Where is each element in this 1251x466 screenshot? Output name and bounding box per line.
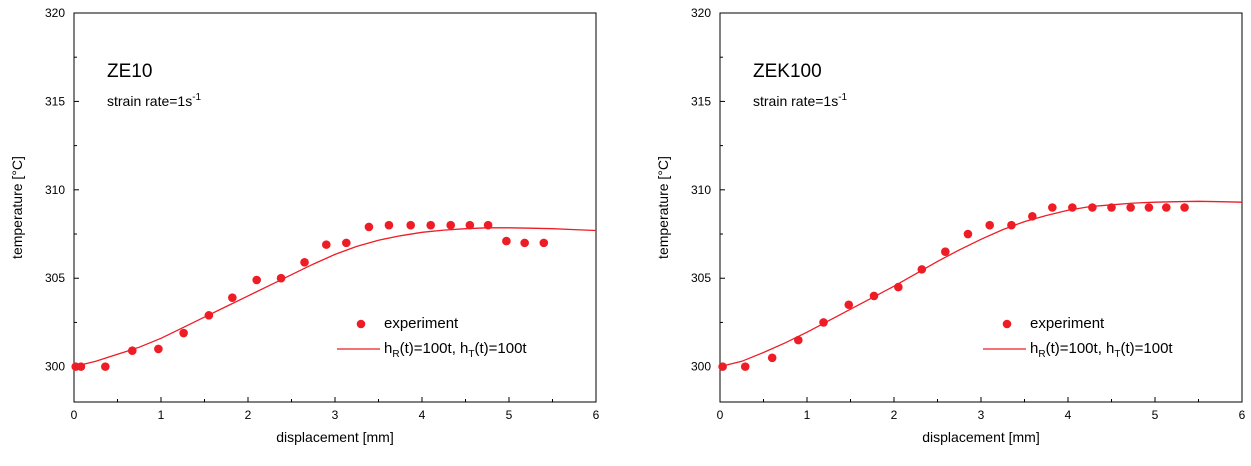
experiment-point bbox=[740, 362, 750, 371]
y-tick-label: 300 bbox=[45, 360, 65, 374]
x-tick-label: 3 bbox=[332, 408, 339, 422]
experiment-point bbox=[941, 247, 950, 257]
x-tick-label: 5 bbox=[506, 408, 513, 422]
model-curve bbox=[73, 227, 597, 368]
legend-label-model: hR(t)=100t, hT(t)=100t bbox=[384, 340, 527, 360]
model-curve bbox=[719, 200, 1243, 368]
x-tick-label: 1 bbox=[158, 408, 165, 422]
experiment-point bbox=[1088, 203, 1097, 212]
experiment-point bbox=[819, 318, 828, 327]
y-tick-label: 305 bbox=[691, 271, 711, 285]
experiment-point bbox=[767, 353, 777, 363]
experiment-point bbox=[483, 220, 493, 230]
x-tick-label: 2 bbox=[891, 408, 898, 422]
y-tick-label: 305 bbox=[45, 271, 65, 285]
legend-label-model: hR(t)=100t, hT(t)=100t bbox=[1030, 340, 1173, 360]
x-tick-label: 5 bbox=[1152, 408, 1159, 422]
annotation-title: ZE10 bbox=[107, 61, 152, 82]
y-tick-label: 320 bbox=[45, 6, 65, 20]
experiment-point bbox=[1180, 203, 1189, 212]
experiment-point bbox=[1126, 203, 1135, 212]
experiment-point bbox=[894, 282, 903, 292]
experiment-point bbox=[844, 300, 854, 310]
x-tick-label: 3 bbox=[978, 408, 985, 422]
legend-label-experiment: experiment bbox=[384, 315, 459, 332]
x-tick-label: 6 bbox=[593, 408, 600, 422]
experiment-point bbox=[364, 222, 374, 232]
experiment-point bbox=[963, 229, 973, 239]
x-axis-label: displacement [mm] bbox=[276, 429, 393, 445]
experiment-point bbox=[384, 220, 394, 230]
annotation-strain-rate: strain rate=1s-1 bbox=[753, 92, 848, 109]
experiment-point bbox=[300, 258, 309, 267]
experiment-point bbox=[917, 265, 927, 274]
experiment-point bbox=[1028, 212, 1037, 221]
y-tick-label: 300 bbox=[691, 360, 711, 374]
y-tick-label: 320 bbox=[691, 6, 711, 20]
experiment-point bbox=[204, 311, 214, 320]
experiment-point bbox=[718, 362, 727, 371]
experiment-point bbox=[1107, 203, 1116, 212]
experiment-point bbox=[1162, 203, 1171, 212]
experiment-point bbox=[502, 236, 511, 246]
experiment-point bbox=[1007, 220, 1016, 230]
experiment-point bbox=[322, 240, 331, 249]
experiment-point bbox=[154, 344, 163, 354]
x-tick-label: 4 bbox=[1065, 408, 1072, 422]
x-tick-label: 0 bbox=[717, 408, 724, 422]
y-axis-label: temperature [°C] bbox=[9, 156, 25, 259]
annotation-strain-rate: strain rate=1s-1 bbox=[107, 92, 202, 109]
experiment-point bbox=[1048, 203, 1057, 212]
x-tick-label: 1 bbox=[804, 408, 811, 422]
experiment-point bbox=[342, 238, 351, 248]
experiment-point bbox=[276, 273, 286, 283]
experiment-point bbox=[179, 328, 188, 338]
x-tick-label: 4 bbox=[419, 408, 426, 422]
experiment-point bbox=[127, 346, 137, 356]
y-tick-label: 310 bbox=[45, 183, 65, 197]
experiment-point bbox=[1144, 203, 1154, 212]
experiment-point bbox=[520, 238, 529, 248]
experiment-point bbox=[1068, 203, 1077, 212]
experiment-point bbox=[985, 220, 994, 230]
experiment-point bbox=[406, 220, 415, 230]
experiment-point bbox=[446, 220, 456, 230]
experiment-point bbox=[869, 291, 879, 301]
x-tick-label: 6 bbox=[1239, 408, 1246, 422]
legend-label-experiment: experiment bbox=[1030, 315, 1105, 332]
experiment-point bbox=[426, 220, 436, 230]
experiment-point bbox=[228, 293, 237, 302]
y-tick-label: 315 bbox=[45, 94, 65, 108]
x-tick-label: 0 bbox=[71, 408, 78, 422]
experiment-point bbox=[76, 362, 86, 371]
legend-marker-experiment bbox=[356, 319, 366, 329]
chart-ze10: 0 1 2 3 4 5 6 300 305 310 315 320 displacement [mm] t… bbox=[9, 6, 600, 445]
annotation-title: ZEK100 bbox=[753, 61, 822, 82]
x-tick-label: 2 bbox=[245, 408, 252, 422]
experiment-point bbox=[252, 275, 261, 285]
chart-zek100: 0 1 2 3 4 5 6 300 305 310 315 320 displacement [mm] t… bbox=[655, 6, 1246, 445]
x-axis-label: displacement [mm] bbox=[922, 429, 1039, 445]
y-tick-label: 315 bbox=[691, 94, 711, 108]
y-axis-label: temperature [°C] bbox=[655, 156, 671, 259]
experiment-point bbox=[539, 238, 549, 248]
experiment-point bbox=[465, 220, 475, 230]
legend-marker-experiment bbox=[1002, 319, 1012, 329]
y-tick-label: 310 bbox=[691, 183, 711, 197]
experiment-point bbox=[794, 335, 803, 345]
experiment-point bbox=[101, 362, 110, 371]
